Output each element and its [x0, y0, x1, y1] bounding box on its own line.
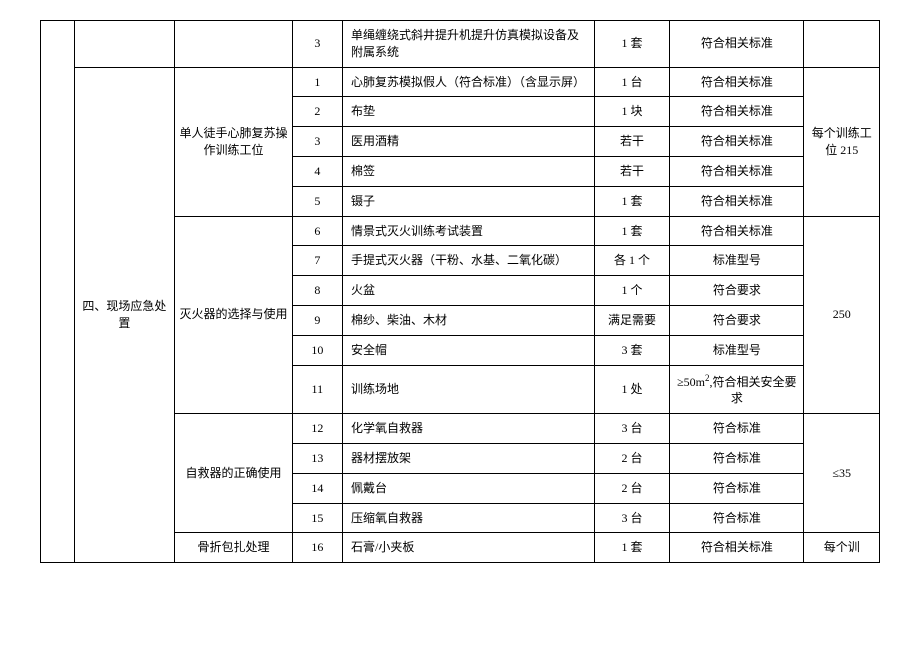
cell-qty: 1 套: [594, 186, 670, 216]
cell-group-upper: [175, 21, 292, 68]
cell-item: 石膏/小夹板: [343, 533, 595, 563]
cell-std: 符合要求: [670, 305, 804, 335]
cell-std: 符合标准: [670, 503, 804, 533]
cell-qty: 3 台: [594, 503, 670, 533]
cell-std: 符合相关标准: [670, 186, 804, 216]
cell-note: 每个训练工位 215: [804, 67, 880, 216]
cell-item: 安全帽: [343, 335, 595, 365]
cell-std: 标准型号: [670, 246, 804, 276]
cell-qty: 3 台: [594, 414, 670, 444]
cell-qty: 1 套: [594, 21, 670, 68]
cell-no: 5: [292, 186, 342, 216]
cell-qty: 1 台: [594, 67, 670, 97]
cell-item: 棉纱、柴油、木材: [343, 305, 595, 335]
cell-qty: 满足需要: [594, 305, 670, 335]
cell-qty: 2 台: [594, 443, 670, 473]
cell-std: 符合要求: [670, 276, 804, 306]
cell-no: 7: [292, 246, 342, 276]
cell-qty: 1 套: [594, 533, 670, 563]
cell-qty: 1 个: [594, 276, 670, 306]
cell-item: 棉签: [343, 156, 595, 186]
cell-note: 250: [804, 216, 880, 414]
cell-no: 11: [292, 365, 342, 414]
cell-qty: 1 处: [594, 365, 670, 414]
cell-item: 化学氧自救器: [343, 414, 595, 444]
cell-no: 4: [292, 156, 342, 186]
cell-item: 佩戴台: [343, 473, 595, 503]
cell-no: 13: [292, 443, 342, 473]
cell-item: 训练场地: [343, 365, 595, 414]
cell-no: 16: [292, 533, 342, 563]
cell-item: 镊子: [343, 186, 595, 216]
cell-note: [804, 21, 880, 68]
cell-qty: 1 块: [594, 97, 670, 127]
cell-section-name: 四、现场应急处置: [74, 67, 175, 563]
cell-std: 符合标准: [670, 443, 804, 473]
cell-std: 符合相关标准: [670, 67, 804, 97]
cell-no: 10: [292, 335, 342, 365]
cell-qty: 1 套: [594, 216, 670, 246]
cell-item: 单绳缠绕式斜井提升机提升仿真模拟设备及附属系统: [343, 21, 595, 68]
cell-item: 压缩氧自救器: [343, 503, 595, 533]
cell-note: 每个训: [804, 533, 880, 563]
cell-std: 符合标准: [670, 414, 804, 444]
cell-item: 心肺复苏模拟假人（符合标准）（含显示屏）: [343, 67, 595, 97]
cell-no: 12: [292, 414, 342, 444]
cell-std: ≥50m2,符合相关安全要求: [670, 365, 804, 414]
cell-no: 6: [292, 216, 342, 246]
cell-qty: 2 台: [594, 473, 670, 503]
cell-no: 8: [292, 276, 342, 306]
cell-item: 情景式灭火训练考试装置: [343, 216, 595, 246]
table-row: 3 单绳缠绕式斜井提升机提升仿真模拟设备及附属系统 1 套 符合相关标准: [41, 21, 880, 68]
cell-item: 器材摆放架: [343, 443, 595, 473]
cell-no: 2: [292, 97, 342, 127]
cell-no: 15: [292, 503, 342, 533]
cell-item: 手提式灭火器（干粉、水基、二氧化碳）: [343, 246, 595, 276]
cell-group-name: 单人徒手心肺复苏操作训练工位: [175, 67, 292, 216]
cell-std: 符合标准: [670, 473, 804, 503]
cell-qty: 3 套: [594, 335, 670, 365]
cell-note: ≤35: [804, 414, 880, 533]
cell-no: 1: [292, 67, 342, 97]
cell-std: 符合相关标准: [670, 533, 804, 563]
cell-std: 符合相关标准: [670, 216, 804, 246]
cell-section-upper: [74, 21, 175, 68]
cell-std: 标准型号: [670, 335, 804, 365]
cell-std: 符合相关标准: [670, 97, 804, 127]
cell-group-name: 骨折包扎处理: [175, 533, 292, 563]
cell-no: 9: [292, 305, 342, 335]
table-row: 四、现场应急处置 单人徒手心肺复苏操作训练工位 1 心肺复苏模拟假人（符合标准）…: [41, 67, 880, 97]
cell-qty: 若干: [594, 156, 670, 186]
cell-group-name: 自救器的正确使用: [175, 414, 292, 533]
cell-no: 3: [292, 21, 342, 68]
cell-std: 符合相关标准: [670, 127, 804, 157]
cell-group-name: 灭火器的选择与使用: [175, 216, 292, 414]
cell-no: 3: [292, 127, 342, 157]
cell-item: 医用酒精: [343, 127, 595, 157]
cell-no: 14: [292, 473, 342, 503]
equipment-table: 3 单绳缠绕式斜井提升机提升仿真模拟设备及附属系统 1 套 符合相关标准 四、现…: [40, 20, 880, 563]
cell-qty: 若干: [594, 127, 670, 157]
cell-qty: 各 1 个: [594, 246, 670, 276]
cell-std: 符合相关标准: [670, 21, 804, 68]
cell-std: 符合相关标准: [670, 156, 804, 186]
cell-item: 火盆: [343, 276, 595, 306]
cell-blank-left: [41, 21, 75, 563]
cell-item: 布垫: [343, 97, 595, 127]
